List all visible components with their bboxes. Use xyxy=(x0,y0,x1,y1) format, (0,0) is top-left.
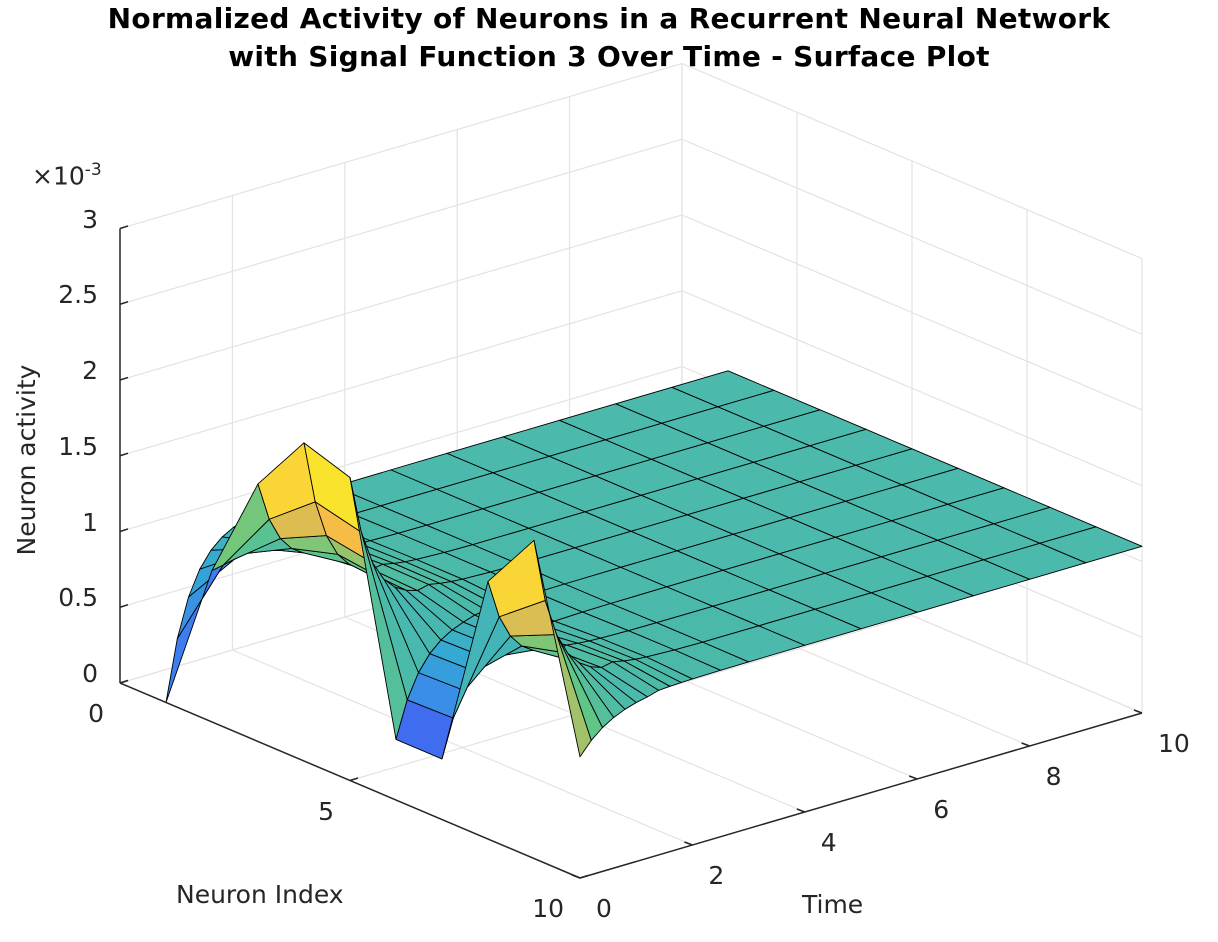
surface-patch xyxy=(211,483,270,571)
x-tick xyxy=(579,874,589,879)
z-tick xyxy=(119,604,129,608)
z-tick xyxy=(119,528,129,533)
x-tick-label: 0 xyxy=(88,699,104,728)
z-multiplier-base: ×10 xyxy=(32,161,85,191)
y-tick xyxy=(1021,742,1030,747)
z-multiplier-exponent: -3 xyxy=(84,160,102,180)
z-tick-label: 1.5 xyxy=(58,431,98,461)
surface-mesh xyxy=(165,370,1143,760)
x-tick xyxy=(349,777,359,782)
x-tick-label: 5 xyxy=(318,796,334,826)
y-tick-label: 10 xyxy=(1158,729,1190,758)
z-tick xyxy=(119,301,129,305)
y-tick-label: 2 xyxy=(708,861,725,890)
y-tick-label: 0 xyxy=(596,894,612,923)
z-tick xyxy=(119,225,129,230)
y-tick-label: 6 xyxy=(933,795,950,824)
gridline-z xyxy=(119,138,1143,335)
z-tick-label: 1 xyxy=(82,507,98,537)
z-tick-label: 3 xyxy=(82,204,98,234)
y-tick xyxy=(1133,709,1143,714)
y-tick xyxy=(796,808,806,813)
z-axis-label: Neuron activity xyxy=(12,364,41,556)
y-tick xyxy=(684,841,693,846)
y-axis-label: Time xyxy=(802,890,864,919)
gridline-z xyxy=(119,214,1143,411)
axes-lines xyxy=(119,225,1143,879)
z-tick-label: 2 xyxy=(82,356,98,385)
y-tick-label: 8 xyxy=(1045,762,1062,791)
z-tick-label: 0.5 xyxy=(58,583,98,613)
gridline-z xyxy=(119,62,1143,260)
x-tick-label: 10 xyxy=(532,894,564,923)
z-tick-label: 0 xyxy=(82,659,98,688)
z-multiplier-label: ×10-3 xyxy=(32,160,102,190)
z-tick xyxy=(119,452,129,457)
chart-title-line-2: with Signal Function 3 Over Time - Surfa… xyxy=(228,40,990,73)
y-axis-line xyxy=(579,712,1143,879)
y-tick xyxy=(571,874,581,879)
surface-patch xyxy=(533,539,592,758)
x-tick xyxy=(119,679,129,684)
y-tick xyxy=(908,775,918,780)
z-tick xyxy=(119,376,129,381)
chart-title-line-1: Normalized Activity of Neurons in a Recu… xyxy=(107,2,1111,35)
x-axis-label: Neuron Index xyxy=(176,880,344,909)
y-tick-label: 4 xyxy=(820,828,837,857)
z-tick-label: 2.5 xyxy=(58,280,98,310)
